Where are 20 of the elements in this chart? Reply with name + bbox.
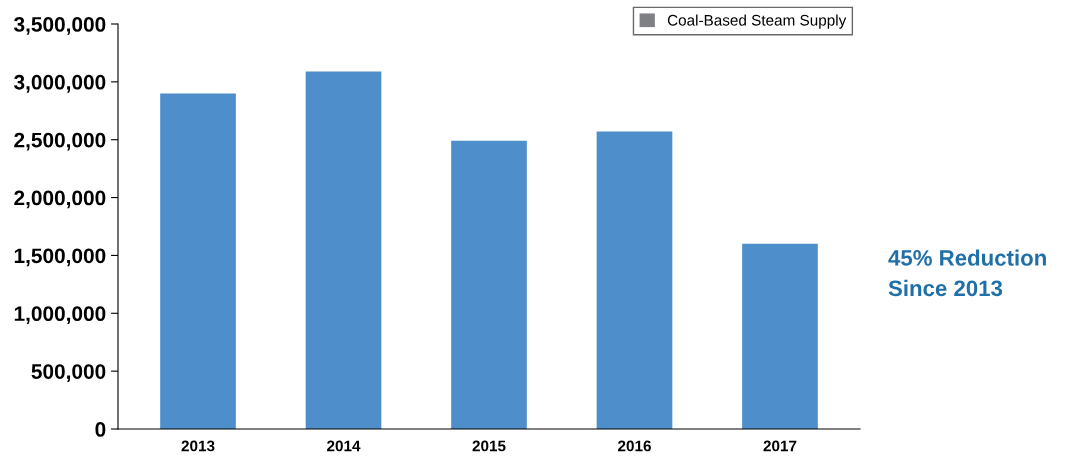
y-tick-label: 0 <box>95 422 106 437</box>
bar <box>742 243 818 429</box>
y-tick-label: 1,000,000 <box>14 306 106 325</box>
y-tick-label: 2,500,000 <box>14 132 106 151</box>
x-tick-label: 2014 <box>327 440 361 452</box>
bar <box>305 71 382 429</box>
bar <box>160 93 236 429</box>
x-tick-label: 2015 <box>472 440 506 452</box>
legend-label: Coal-Based Steam Supply <box>667 14 847 29</box>
x-tick-label: 2013 <box>181 440 215 452</box>
text: 45% Reduction Since 2013 <box>888 249 1046 297</box>
y-tick-label: 500,000 <box>31 364 106 382</box>
y-tick-label: 3,000,000 <box>14 74 106 93</box>
y-tick-label: 2,000,000 <box>14 190 106 209</box>
x-tick-label: 2017 <box>763 440 797 452</box>
bar <box>451 140 527 429</box>
x-tick-label: 2016 <box>618 440 651 452</box>
y-tick-label: 3,500,000 <box>14 17 106 35</box>
bar <box>596 131 673 429</box>
y-tick-label: 1,500,000 <box>14 248 106 267</box>
